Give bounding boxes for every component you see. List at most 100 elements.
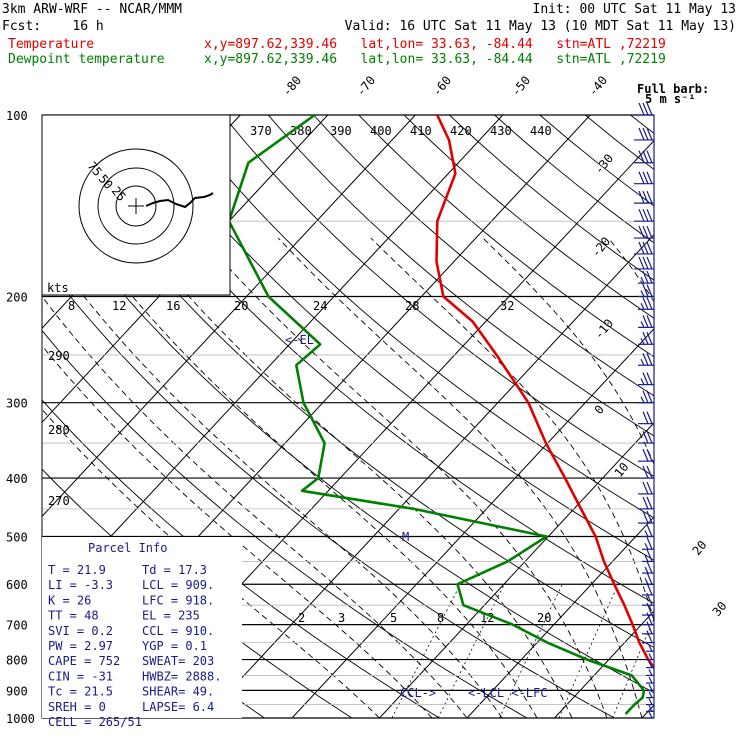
theta-e-label: 290 bbox=[48, 349, 70, 363]
theta-label: 400 bbox=[370, 124, 392, 138]
barb-flag bbox=[646, 411, 653, 424]
barb-flag bbox=[642, 352, 649, 366]
parcel-info-left: LI = -3.3 bbox=[48, 578, 113, 592]
mixing-ratio-label: 5 bbox=[390, 611, 397, 625]
dry-adiabat bbox=[494, 115, 654, 244]
wind-barb bbox=[638, 465, 654, 479]
theta-label: 390 bbox=[330, 124, 352, 138]
barb-flag bbox=[646, 190, 653, 204]
dry-adiabat bbox=[721, 115, 740, 718]
isotherm-label: -40 bbox=[586, 73, 611, 99]
barb-flag bbox=[646, 150, 653, 163]
pressure-label: 700 bbox=[6, 619, 28, 633]
barb-half-flag bbox=[640, 290, 645, 297]
barb-flag bbox=[646, 524, 653, 537]
wind-barb bbox=[634, 102, 654, 116]
barb-flag bbox=[642, 430, 649, 444]
theta-label: 430 bbox=[490, 124, 512, 138]
barb-half-flag bbox=[648, 698, 653, 705]
isotherm-label: 30 bbox=[710, 599, 730, 619]
barb-half-flag bbox=[644, 542, 649, 550]
wind-barb bbox=[638, 372, 654, 386]
parcel-info-left: CIN = -31 bbox=[48, 669, 113, 683]
barb-legend-title: Full barb: bbox=[637, 82, 709, 96]
wind-barb bbox=[634, 150, 654, 164]
barb-flag bbox=[646, 372, 653, 385]
theta-e-label: 270 bbox=[48, 494, 70, 508]
barb-flag bbox=[642, 256, 649, 270]
parcel-info-right: LCL = 909. bbox=[142, 578, 214, 592]
valid-time: Valid: 16 UTC Sat 11 May 13 (10 MDT Sat … bbox=[344, 19, 736, 34]
wind-barb bbox=[646, 711, 654, 719]
barb-half-flag bbox=[648, 684, 653, 691]
barb-flag bbox=[646, 592, 653, 606]
parcel-info-left: T = 21.9 bbox=[48, 563, 106, 577]
forecast-hour: Fcst: 16 h bbox=[2, 19, 104, 34]
wind-barb bbox=[646, 705, 654, 712]
dry-adiabat bbox=[676, 115, 740, 718]
barb-flag bbox=[642, 297, 649, 310]
parcel-info-left: CAPE = 752 bbox=[48, 654, 120, 668]
barb-flag bbox=[638, 241, 645, 255]
wind-barb bbox=[634, 208, 654, 222]
barb-flag bbox=[646, 256, 653, 270]
wind-barb bbox=[638, 315, 654, 328]
wind-barb bbox=[642, 524, 654, 538]
wind-barb bbox=[646, 691, 654, 699]
barb-legend-value: 5 m s⁻¹ bbox=[645, 92, 696, 106]
barb-flag bbox=[646, 448, 653, 462]
parcel-info-right: LAPSE= 6.4 bbox=[142, 700, 214, 714]
barb-flag bbox=[642, 465, 649, 479]
pressure-label: 300 bbox=[6, 397, 28, 411]
parcel-info-left: SVI = 0.2 bbox=[48, 624, 113, 638]
wind-barb bbox=[634, 127, 654, 141]
model-title: 3km ARW-WRF -- NCAR/MMM bbox=[2, 2, 183, 17]
barb-half-flag bbox=[640, 337, 645, 345]
parcel-info-background bbox=[42, 537, 242, 718]
top-scale-label: 20 bbox=[234, 299, 248, 313]
wind-barb bbox=[646, 653, 654, 661]
barb-flag bbox=[642, 284, 649, 297]
barb-half-flag bbox=[644, 555, 649, 562]
dry-adiabat bbox=[267, 115, 654, 437]
wind-barb bbox=[646, 684, 654, 692]
wind-barb bbox=[646, 669, 654, 677]
dewpoint-legend: Dewpoint temperature bbox=[8, 52, 165, 67]
isotherm-label: -70 bbox=[354, 73, 379, 99]
pressure-label: 800 bbox=[6, 654, 28, 668]
m-annotation: M bbox=[402, 530, 409, 544]
annotations: <-EL CCL-> <-LCL <-LFC M bbox=[285, 333, 547, 700]
barb-half-flag bbox=[640, 378, 645, 385]
barb-half-flag bbox=[648, 653, 653, 660]
barb-flag bbox=[642, 208, 649, 222]
top-scale-label: 8 bbox=[68, 299, 75, 313]
lcl-lfc-annotation: <-LCL <-LFC bbox=[468, 686, 547, 700]
barb-flag bbox=[638, 102, 645, 116]
barb-flag bbox=[642, 190, 649, 204]
barb-flag bbox=[642, 150, 649, 163]
isotherm-label: -30 bbox=[592, 151, 617, 177]
parcel-info-right: LFC = 918. bbox=[142, 593, 214, 607]
barb-flag bbox=[646, 510, 653, 524]
barb-flag bbox=[638, 256, 645, 270]
barb-flag bbox=[642, 390, 649, 403]
mixing-ratio-label: 2 bbox=[298, 611, 305, 625]
wind-barb bbox=[646, 661, 654, 669]
wind-barb bbox=[638, 496, 654, 510]
parcel-info-right: Td = 17.3 bbox=[142, 563, 207, 577]
wind-barb bbox=[634, 256, 654, 270]
mixing-ratio-label: 20 bbox=[537, 611, 551, 625]
dry-adiabat bbox=[449, 115, 654, 281]
temperature-profile bbox=[435, 115, 654, 670]
barb-flag bbox=[642, 372, 649, 385]
isotherm-line bbox=[554, 610, 654, 718]
barb-flag bbox=[642, 510, 649, 524]
isotherm-line bbox=[641, 704, 654, 718]
barb-flag bbox=[646, 284, 653, 297]
isotherm-label: -20 bbox=[589, 234, 614, 260]
isotherm-line bbox=[42, 115, 504, 612]
barb-half-flag bbox=[648, 669, 653, 676]
wind-barb bbox=[638, 448, 654, 462]
dewpoint-profile bbox=[227, 115, 646, 715]
top-scale-label: 16 bbox=[166, 299, 180, 313]
